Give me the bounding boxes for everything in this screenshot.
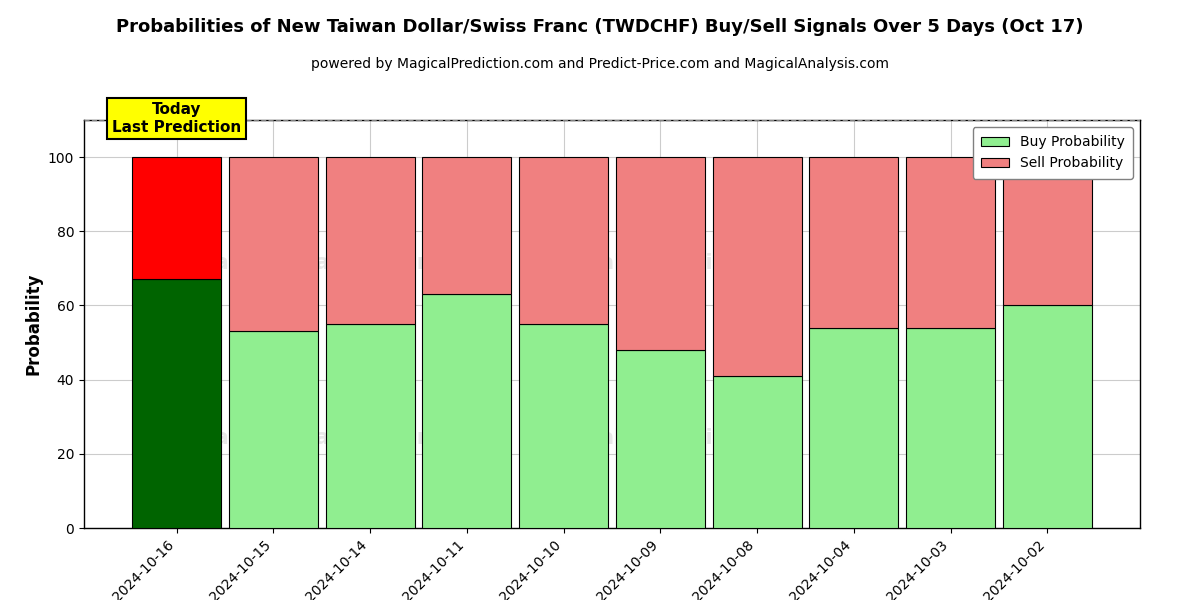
Bar (810, 328, 899, 528)
Bar (520, 157, 608, 324)
Bar (229, 331, 318, 528)
Bar (325, 324, 414, 528)
Bar (229, 157, 318, 331)
Bar (1003, 157, 1092, 305)
Bar (810, 157, 899, 328)
Text: MagicalPrediction.com: MagicalPrediction.com (532, 253, 798, 273)
Bar (906, 157, 995, 328)
Text: powered by MagicalPrediction.com and Predict-Price.com and MagicalAnalysis.com: powered by MagicalPrediction.com and Pre… (311, 57, 889, 71)
Bar (422, 157, 511, 295)
Bar (713, 157, 802, 376)
Bar (422, 295, 511, 528)
Legend: Buy Probability, Sell Probability: Buy Probability, Sell Probability (973, 127, 1133, 179)
Text: MagicalAnalysis.com: MagicalAnalysis.com (194, 428, 438, 448)
Bar (132, 157, 221, 280)
Text: Today
Last Prediction: Today Last Prediction (112, 103, 241, 135)
Text: MagicalAnalysis.com: MagicalAnalysis.com (194, 253, 438, 273)
Bar (713, 376, 802, 528)
Text: MagicalPrediction.com: MagicalPrediction.com (532, 428, 798, 448)
Bar (906, 328, 995, 528)
Bar (616, 350, 704, 528)
Bar (1003, 305, 1092, 528)
Y-axis label: Probability: Probability (24, 273, 42, 375)
Bar (520, 324, 608, 528)
Text: Probabilities of New Taiwan Dollar/Swiss Franc (TWDCHF) Buy/Sell Signals Over 5 : Probabilities of New Taiwan Dollar/Swiss… (116, 18, 1084, 36)
Bar (325, 157, 414, 324)
Bar (616, 157, 704, 350)
Bar (132, 280, 221, 528)
